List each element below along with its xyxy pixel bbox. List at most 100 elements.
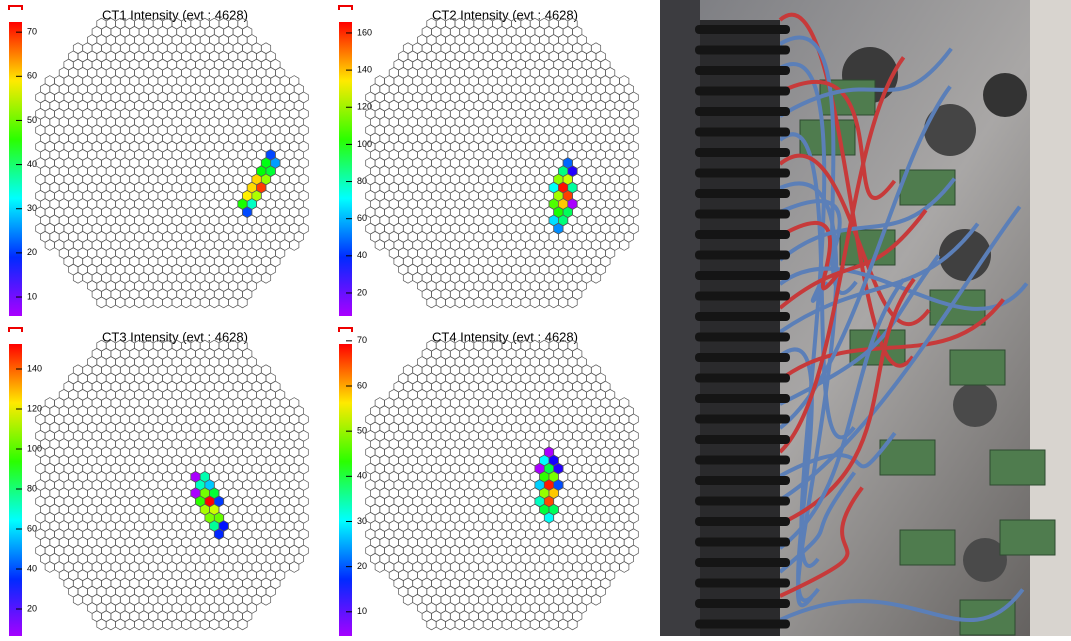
- camera-pixel: [260, 271, 272, 284]
- cable: [779, 431, 897, 478]
- camera-pixel: [152, 618, 163, 631]
- color-bar: [9, 22, 22, 316]
- color-bar-label: 60: [27, 523, 37, 533]
- color-bar-frame: [338, 5, 353, 10]
- camera-pixel: [134, 618, 145, 631]
- camera-pixel: [567, 296, 578, 309]
- color-bar-label: 80: [27, 483, 37, 493]
- cable-tie: [695, 476, 790, 485]
- cable: [778, 278, 906, 550]
- color-bar-label: 20: [27, 247, 37, 257]
- cable-tie: [695, 558, 790, 567]
- circuit-board: [989, 449, 1046, 486]
- color-bar-label: 80: [357, 176, 367, 186]
- cable: [778, 13, 915, 368]
- color-bar-label: 60: [357, 380, 367, 390]
- camera-pixel: [289, 561, 300, 573]
- color-bar-label: 140: [357, 64, 372, 74]
- color-bar-label: 60: [357, 213, 367, 223]
- camera-pixel: [209, 296, 220, 309]
- camera-pixel: [548, 618, 559, 631]
- cable-tie: [695, 619, 790, 629]
- camera-pixel: [590, 593, 602, 606]
- cable: [778, 222, 980, 334]
- cable-tie: [695, 414, 790, 424]
- color-bar-frame: [8, 327, 23, 332]
- cable-tie: [695, 66, 790, 75]
- color-bar-label: 160: [357, 27, 372, 37]
- color-bar-label: 30: [357, 516, 367, 526]
- cable-tie: [695, 496, 790, 506]
- camera-pixel: [445, 296, 456, 309]
- cable: [778, 177, 957, 262]
- camera-pixel: [473, 296, 484, 309]
- camera-pixel: [237, 618, 248, 631]
- color-bar-label: 70: [27, 27, 37, 37]
- color-bar-label: 50: [27, 115, 37, 125]
- color-bar-label: 20: [27, 603, 37, 613]
- camera-pixel: [105, 296, 116, 309]
- camera-pixel: [454, 618, 465, 631]
- camera-pixel: [619, 561, 630, 573]
- cable: [779, 199, 842, 303]
- color-bar: [9, 344, 22, 638]
- cable-tie: [695, 517, 790, 526]
- camera-pixel: [190, 296, 201, 309]
- cable-tie: [695, 148, 790, 157]
- camera-pixel: [435, 296, 446, 309]
- camera-pixel: [374, 239, 385, 251]
- camera-pixel: [426, 296, 437, 309]
- cable-tie: [695, 373, 790, 383]
- camera-pixel: [529, 618, 540, 631]
- camera-pixel: [539, 296, 550, 309]
- cable-tie: [695, 291, 790, 301]
- color-bar-label: 120: [27, 403, 42, 413]
- circuit-board: [879, 439, 936, 476]
- cable-tie: [695, 107, 790, 116]
- color-bar-label: 70: [357, 335, 367, 345]
- camera-pixel: [511, 296, 522, 309]
- camera-pixel: [501, 618, 512, 631]
- camera-pixel: [190, 618, 201, 631]
- color-bar-label: 120: [357, 102, 372, 112]
- camera-pixel: [228, 296, 239, 309]
- camera-pixel: [260, 593, 272, 606]
- camera-pixel: [520, 618, 531, 631]
- camera-pixel: [152, 296, 163, 309]
- cable: [778, 298, 1005, 382]
- camera-pixel: [520, 296, 531, 309]
- camera-pixel: [162, 296, 173, 309]
- camera-pixel: [374, 561, 385, 573]
- camera-pixel: [482, 296, 493, 309]
- circuit-board: [999, 519, 1056, 556]
- cable: [778, 205, 1022, 502]
- color-bar-label: 10: [27, 291, 37, 301]
- camera-pixel: [228, 618, 239, 631]
- camera-pixel: [289, 239, 300, 251]
- camera-pixel: [482, 618, 493, 631]
- color-bar-label: 140: [27, 363, 42, 373]
- cable-tie: [695, 455, 790, 465]
- camera-pixel: [435, 618, 446, 631]
- camera-pixel: [143, 618, 154, 631]
- camera-pixel: [218, 618, 229, 631]
- camera-pixel: [72, 271, 84, 284]
- camera-pixel: [426, 618, 437, 631]
- camera-pixel: [72, 593, 84, 606]
- cable: [779, 221, 846, 291]
- cable-tie: [695, 189, 790, 198]
- color-bar-frame: [8, 5, 23, 10]
- cable-tie: [695, 271, 790, 280]
- color-bar-label: 50: [357, 426, 367, 436]
- camera-pixel: [529, 296, 540, 309]
- cable-tie: [695, 394, 790, 403]
- camera-pixel: [445, 618, 456, 631]
- cable: [779, 486, 864, 598]
- camera-pixel: [115, 618, 126, 631]
- camera-pixel: [402, 593, 414, 606]
- cable-tie: [695, 45, 790, 55]
- camera-pixel: [539, 618, 550, 631]
- camera-pixel: [464, 296, 475, 309]
